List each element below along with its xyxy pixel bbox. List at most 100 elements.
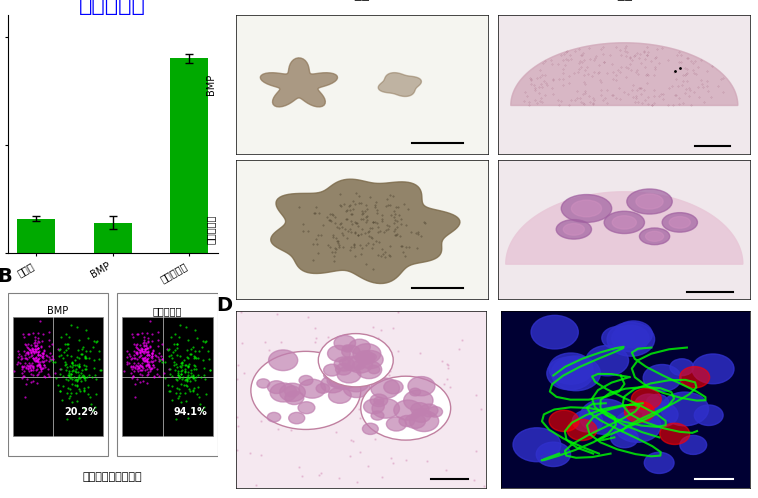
Point xyxy=(174,370,186,377)
Polygon shape xyxy=(567,419,597,441)
Point xyxy=(65,352,77,360)
Point xyxy=(174,388,186,396)
Point xyxy=(30,345,42,353)
Point xyxy=(176,366,188,374)
Circle shape xyxy=(358,351,383,369)
Point xyxy=(181,375,193,383)
Point xyxy=(132,367,144,375)
Point xyxy=(33,351,45,359)
Point xyxy=(55,352,67,360)
Point xyxy=(52,345,64,353)
Point xyxy=(134,370,146,377)
Point xyxy=(27,362,39,370)
Point xyxy=(71,361,83,369)
Point xyxy=(193,354,205,362)
Point xyxy=(63,370,75,377)
Text: アクチビン: アクチビン xyxy=(152,306,182,316)
Point xyxy=(134,366,146,374)
Point xyxy=(70,380,83,388)
Point xyxy=(129,354,141,362)
Point xyxy=(42,370,54,378)
Point xyxy=(33,360,45,368)
Point xyxy=(124,352,136,360)
Point xyxy=(28,355,40,363)
Point xyxy=(170,389,182,397)
Point xyxy=(155,356,167,364)
Point xyxy=(53,352,65,360)
Point xyxy=(74,387,86,395)
Circle shape xyxy=(328,387,351,403)
Point xyxy=(162,347,174,355)
Circle shape xyxy=(299,379,326,398)
Point xyxy=(117,367,130,374)
Point xyxy=(69,368,81,375)
Point xyxy=(31,365,43,373)
Point xyxy=(22,350,34,358)
Point xyxy=(169,346,181,354)
Circle shape xyxy=(371,378,399,398)
Point xyxy=(27,354,39,362)
Point xyxy=(70,368,82,376)
Point xyxy=(53,347,65,355)
Point xyxy=(27,329,39,337)
Point xyxy=(72,368,84,376)
Point xyxy=(69,376,81,384)
Point xyxy=(27,364,39,372)
Point xyxy=(27,359,39,367)
Point xyxy=(142,334,154,342)
Point xyxy=(20,363,32,371)
Point xyxy=(25,349,37,357)
Point xyxy=(142,347,154,355)
Point xyxy=(59,361,71,369)
Point xyxy=(23,359,35,367)
Point xyxy=(164,370,176,377)
Point xyxy=(133,330,145,338)
Point xyxy=(171,340,183,348)
Point xyxy=(138,341,150,349)
Point xyxy=(132,359,144,367)
Title: 肾祖细胞数: 肾祖细胞数 xyxy=(80,0,146,15)
Circle shape xyxy=(643,402,678,427)
Point xyxy=(142,368,154,375)
Point xyxy=(136,362,148,370)
Point xyxy=(23,354,36,362)
Point xyxy=(32,351,44,359)
Point xyxy=(158,359,171,367)
Point xyxy=(166,382,178,390)
Circle shape xyxy=(394,400,422,420)
Point xyxy=(88,356,100,364)
Point xyxy=(141,358,153,366)
Circle shape xyxy=(268,381,286,393)
Text: アクチビン: アクチビン xyxy=(205,215,216,244)
Point xyxy=(58,358,70,366)
Circle shape xyxy=(298,402,315,414)
Point xyxy=(32,349,44,357)
Point xyxy=(74,360,86,368)
Point xyxy=(197,337,209,345)
Circle shape xyxy=(257,379,270,388)
Point xyxy=(8,367,20,374)
Point xyxy=(193,348,205,356)
Point xyxy=(55,370,67,377)
Point xyxy=(185,372,197,379)
Point xyxy=(151,370,163,378)
Point xyxy=(136,329,149,337)
Point xyxy=(63,373,75,380)
Point xyxy=(174,352,186,360)
Point xyxy=(158,370,171,377)
Point xyxy=(36,337,49,345)
Point xyxy=(143,351,155,359)
Circle shape xyxy=(327,374,346,387)
Circle shape xyxy=(602,327,634,350)
Point xyxy=(89,375,102,383)
Point xyxy=(146,365,158,373)
Point xyxy=(170,360,182,368)
Point xyxy=(35,365,47,373)
Point xyxy=(35,365,47,373)
Point xyxy=(70,365,82,373)
Point xyxy=(172,371,184,379)
Point xyxy=(190,348,202,356)
Point xyxy=(33,359,45,367)
Point xyxy=(54,345,66,353)
Point xyxy=(147,357,159,365)
